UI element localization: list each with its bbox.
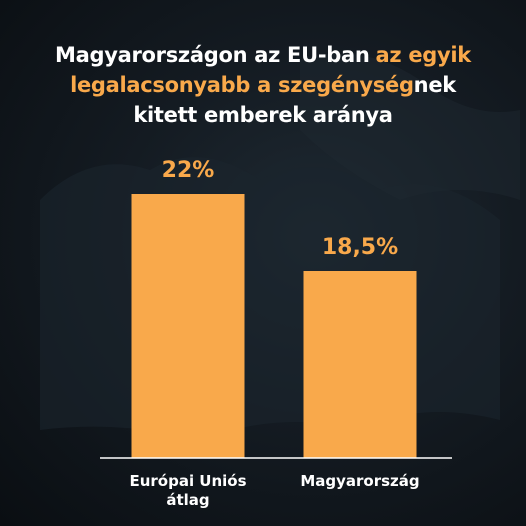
title-segment: nek [413,73,457,97]
category-label: Európai Uniós átlag [129,472,247,509]
title-segment: Magyarországon az EU-ban [55,43,370,67]
bar [303,271,417,458]
map-shape [40,157,500,440]
title-segment: kitett emberek aránya [133,103,393,127]
title-segment: legalacsonyabb a szegénység [70,73,414,97]
category-label: Magyarország [300,472,420,490]
title-line: legalacsonyabb a szegénységnek [0,70,526,100]
bar [131,194,245,458]
map-shape [300,53,520,201]
value-label: 22% [161,158,215,183]
title-line: kitett emberek aránya [0,100,526,130]
title-segment: az egyik [375,43,472,67]
value-label: 18,5% [321,235,399,260]
title-line: Magyarországon az EU-ban az egyik [0,40,526,70]
